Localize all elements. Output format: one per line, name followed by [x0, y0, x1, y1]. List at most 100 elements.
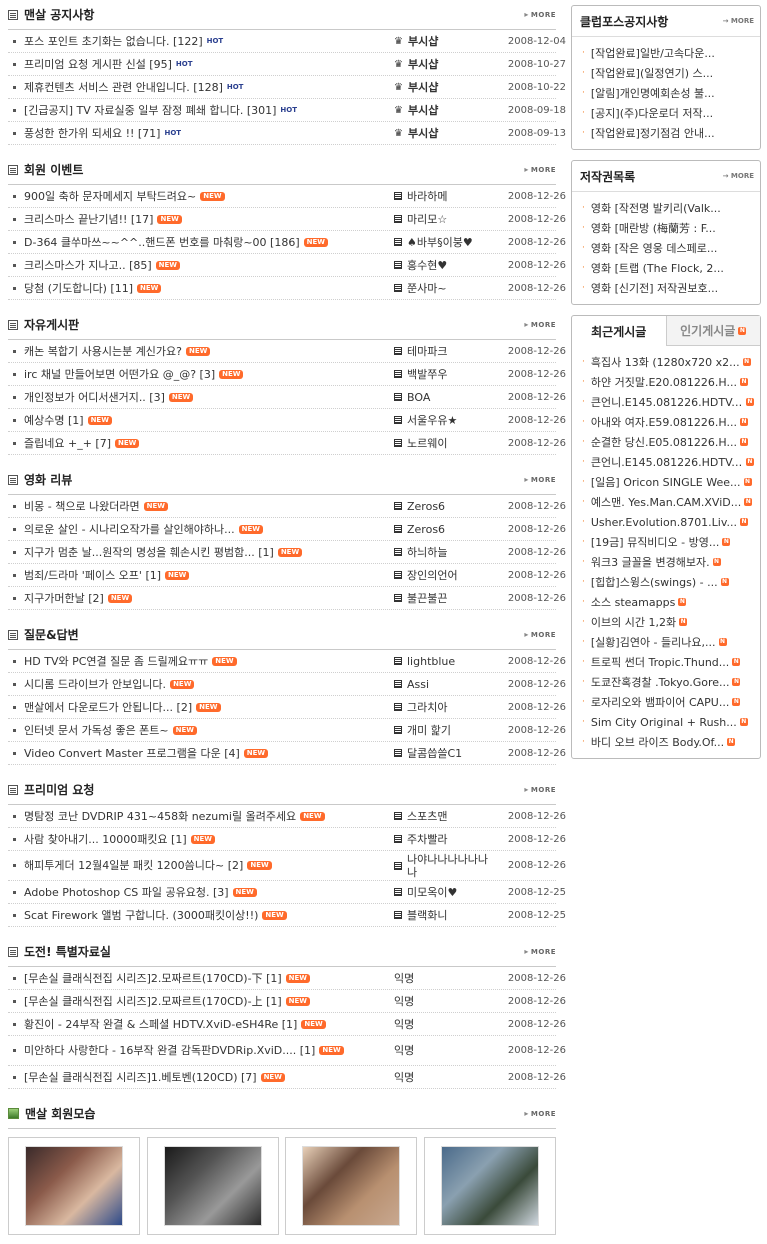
post-row[interactable]: [무손실 클래식전집 시리즈]2.모짜르트(170CD)-下 [1] NEW 익명 2… [8, 967, 566, 990]
list-item[interactable]: · [19금] 뮤직비디오 - 방영... N [572, 532, 760, 552]
post-author[interactable]: 하늬하늘 [394, 544, 498, 560]
post-title-text[interactable]: 캐논 복합기 사용시는분 계신가요? [24, 345, 183, 358]
post-title-text[interactable]: HD TV와 PC연결 질문 좀 드릴께요ㅠㅠ [24, 655, 209, 668]
author-name[interactable]: 주차빨라 [407, 833, 448, 846]
post-title-text[interactable]: 의로운 살인 - 시나리오작가를 살인해야하나... [24, 523, 235, 536]
more-text[interactable]: MORE [730, 17, 754, 25]
post-author[interactable]: 테마파크 [394, 343, 498, 359]
member-photo[interactable] [8, 1137, 140, 1235]
author-name[interactable]: 부시샵 [407, 81, 439, 94]
post-title[interactable]: D-364 클쑤마쓰~~^^..핸드폰 번호를 마춰랑~00 [186] NEW [24, 234, 394, 250]
post-title[interactable]: 의로운 살인 - 시나리오작가를 살인해야하나... NEW [24, 521, 394, 537]
member-photo[interactable] [146, 1137, 279, 1235]
post-title-text[interactable]: 프리미엄 요청 게시판 신설 [95] [24, 58, 172, 71]
post-title[interactable]: 개인정보가 어디서샌거지.. [3] NEW [24, 389, 394, 405]
post-author[interactable]: 익명 [394, 1016, 498, 1032]
tab-popular-label[interactable]: 인기게시글 [680, 324, 736, 338]
post-title-text[interactable]: 해피투게더 12월4일분 패킷 1200씀니다~ [2] [24, 859, 244, 872]
post-author[interactable]: BOA [394, 391, 498, 404]
post-title[interactable]: 지구가머한날 [2] NEW [24, 590, 394, 606]
post-title-text[interactable]: 개인정보가 어디서샌거지.. [3] [24, 391, 165, 404]
list-item-text[interactable]: 영화 [매란방 (梅蘭芳 : F... [590, 222, 716, 235]
list-item[interactable]: · [공지](주)다운로더 저작... [572, 103, 760, 123]
post-author[interactable]: 익명 [394, 970, 498, 986]
post-title[interactable]: [무손실 클래식전집 시리즈]2.모짜르트(170CD)-上 [1] NEW [24, 993, 394, 1009]
section-title[interactable]: 맨살 회원모습 [8, 1105, 95, 1122]
post-row[interactable]: HD TV와 PC연결 질문 좀 드릴께요ㅠㅠ NEW lightblue 2008-… [8, 650, 566, 673]
list-item-text[interactable]: 흑집사 13화 (1280x720 x2... [590, 356, 740, 369]
post-title[interactable]: 크리스마스가 지나고.. [85] NEW [24, 257, 394, 273]
author-name[interactable]: 미모옥이♥ [407, 886, 458, 899]
author-name[interactable]: 부시샵 [407, 127, 439, 140]
list-item[interactable]: · 아내와 여자.E59.081226.H... N [572, 412, 760, 432]
post-title-text[interactable]: 제휴컨텐츠 서비스 관련 안내입니다. [128] [24, 81, 223, 94]
post-row[interactable]: 미안하다 사랑한다 - 16부작 완결 감독판DVDRip.XviD.... [… [8, 1036, 566, 1066]
member-photo[interactable] [285, 1137, 418, 1235]
list-item[interactable]: · 영화 [트랩 (The Flock, 2... [572, 258, 760, 278]
box-title[interactable]: 저작권목록 [580, 169, 636, 184]
section-title[interactable]: 자유게시판 [8, 316, 79, 333]
list-item-text[interactable]: 큰언니.E145.081226.HDTV.... [590, 456, 743, 469]
post-row[interactable]: 해피투게더 12월4일분 패킷 1200씀니다~ [2] NEW 나야나나나나나나나… [8, 851, 566, 881]
post-author[interactable]: 익명 [394, 993, 498, 1009]
post-title[interactable]: 풍성한 한가위 되세요 !! [71] HOT [24, 125, 394, 141]
list-item[interactable]: · 영화 [신기전] 저작권보호... [572, 278, 760, 298]
post-row[interactable]: 맨살에서 다운로드가 안됩니다... [2] NEW 그라치아 2008-12-26 [8, 696, 566, 719]
post-title-text[interactable]: Video Convert Master 프로그램을 다운 [4] [24, 747, 240, 760]
post-row[interactable]: 포스 포인트 초기화는 없습니다. [122] HOT ♛ 부시샵 2008-12-04 [8, 30, 566, 53]
list-item-text[interactable]: [힙합]스윙스(swings) - ... [590, 576, 718, 589]
tab-popular[interactable]: 인기게시글 N [665, 316, 760, 346]
list-item[interactable]: · Usher.Evolution.8701.Liv... N [572, 512, 760, 532]
post-title-text[interactable]: 포스 포인트 초기화는 없습니다. [122] [24, 35, 203, 48]
post-title[interactable]: [무손실 클래식전집 시리즈]1.베토벤(120CD) [7] NEW [24, 1069, 394, 1085]
post-title-text[interactable]: 풍성한 한가위 되세요 !! [71] [24, 127, 161, 140]
list-item[interactable]: · [작업완료]정기점검 안내... [572, 123, 760, 143]
post-row[interactable]: 제휴컨텐츠 서비스 관련 안내입니다. [128] HOT ♛ 부시샵 2008-10-… [8, 76, 566, 99]
list-item-text[interactable]: 바디 오브 라이즈 Body.Of... [590, 736, 725, 749]
post-author[interactable]: 백발쭈우 [394, 366, 498, 382]
list-item-text[interactable]: 아내와 여자.E59.081226.H... [590, 416, 737, 429]
section-title[interactable]: 질문&답변 [8, 626, 79, 643]
author-name[interactable]: ♠바부§이붕♥ [407, 236, 473, 249]
post-title[interactable]: Scat Firework 앨범 구합니다. (3000패킷이상!!) NEW [24, 907, 394, 923]
more-link[interactable]: MORE [524, 10, 556, 19]
list-item[interactable]: · 영화 [작은 영웅 데스페로... [572, 238, 760, 258]
post-row[interactable]: 900일 축하 문자메세지 부탁드려요~ NEW 바라하메 2008-12-26 [8, 185, 566, 208]
author-name[interactable]: 익명 [394, 995, 415, 1008]
post-row[interactable]: 황진이 - 24부작 완결 & 스페셜 HDTV.XviD-eSH4Re [1]… [8, 1013, 566, 1036]
list-item[interactable]: · [힙합]스윙스(swings) - ... N [572, 572, 760, 592]
post-row[interactable]: 크리스마스가 지나고.. [85] NEW 홍수현♥ 2008-12-26 [8, 254, 566, 277]
list-item[interactable]: · 워크3 글꼴을 변경해보자. N [572, 552, 760, 572]
post-row[interactable]: 즐립네요 +_+ [7] NEW 노르웨이 2008-12-26 [8, 432, 566, 455]
author-name[interactable]: 쭌사마~ [407, 282, 447, 295]
post-title[interactable]: Video Convert Master 프로그램을 다운 [4] NEW [24, 745, 394, 761]
post-author[interactable]: ♛ 부시샵 [394, 102, 498, 118]
post-title[interactable]: 제휴컨텐츠 서비스 관련 안내입니다. [128] HOT [24, 79, 394, 95]
post-author[interactable]: 바라하메 [394, 188, 498, 204]
post-title[interactable]: 인터넷 문서 가독성 좋은 폰트~ NEW [24, 722, 394, 738]
post-author[interactable]: 그라치아 [394, 699, 498, 715]
post-title-text[interactable]: 맨살에서 다운로드가 안됩니다... [2] [24, 701, 193, 714]
list-item[interactable]: · 로자리오와 뱀파이어 CAPU... N [572, 692, 760, 712]
post-row[interactable]: 시디롬 드라이브가 안보입니다. NEW Assi 2008-12-26 [8, 673, 566, 696]
author-name[interactable]: 익명 [394, 1071, 415, 1084]
list-item[interactable]: · [알림]개인명예회손성 불... [572, 83, 760, 103]
post-author[interactable]: 노르웨이 [394, 435, 498, 451]
post-title-text[interactable]: 시디롬 드라이브가 안보입니다. [24, 678, 167, 691]
list-item-text[interactable]: [실황]김연아 - 들리나요,... [590, 636, 716, 649]
post-author[interactable]: ♠바부§이붕♥ [394, 234, 498, 250]
list-item-text[interactable]: 도쿄잔혹경찰 .Tokyo.Gore... [590, 676, 730, 689]
list-item-text[interactable]: 순결한 당신.E05.081226.H... [590, 436, 737, 449]
post-row[interactable]: 사람 찾아내기... 10000패킷요 [1] NEW 주차빨라 2008-12-26 [8, 828, 566, 851]
list-item-text[interactable]: 워크3 글꼴을 변경해보자. [590, 556, 710, 569]
list-item-text[interactable]: 이브의 시간 1,2화 [590, 616, 677, 629]
list-item[interactable]: · [작업완료](일정연기) 스... [572, 63, 760, 83]
more-link[interactable]: → MORE [723, 17, 754, 25]
list-item-text[interactable]: 큰언니.E145.081226.HDTV.... [590, 396, 743, 409]
post-row[interactable]: 지구가머한날 [2] NEW 불끈불끈 2008-12-26 [8, 587, 566, 610]
post-title[interactable]: 해피투게더 12월4일분 패킷 1200씀니다~ [2] NEW [24, 859, 394, 872]
post-title[interactable]: 프리미엄 요청 게시판 신설 [95] HOT [24, 56, 394, 72]
box-title[interactable]: 클럽포스공지사항 [580, 14, 669, 29]
more-link[interactable]: MORE [524, 165, 556, 174]
list-item-text[interactable]: 영화 [작전명 발키리(Valk... [590, 202, 721, 215]
